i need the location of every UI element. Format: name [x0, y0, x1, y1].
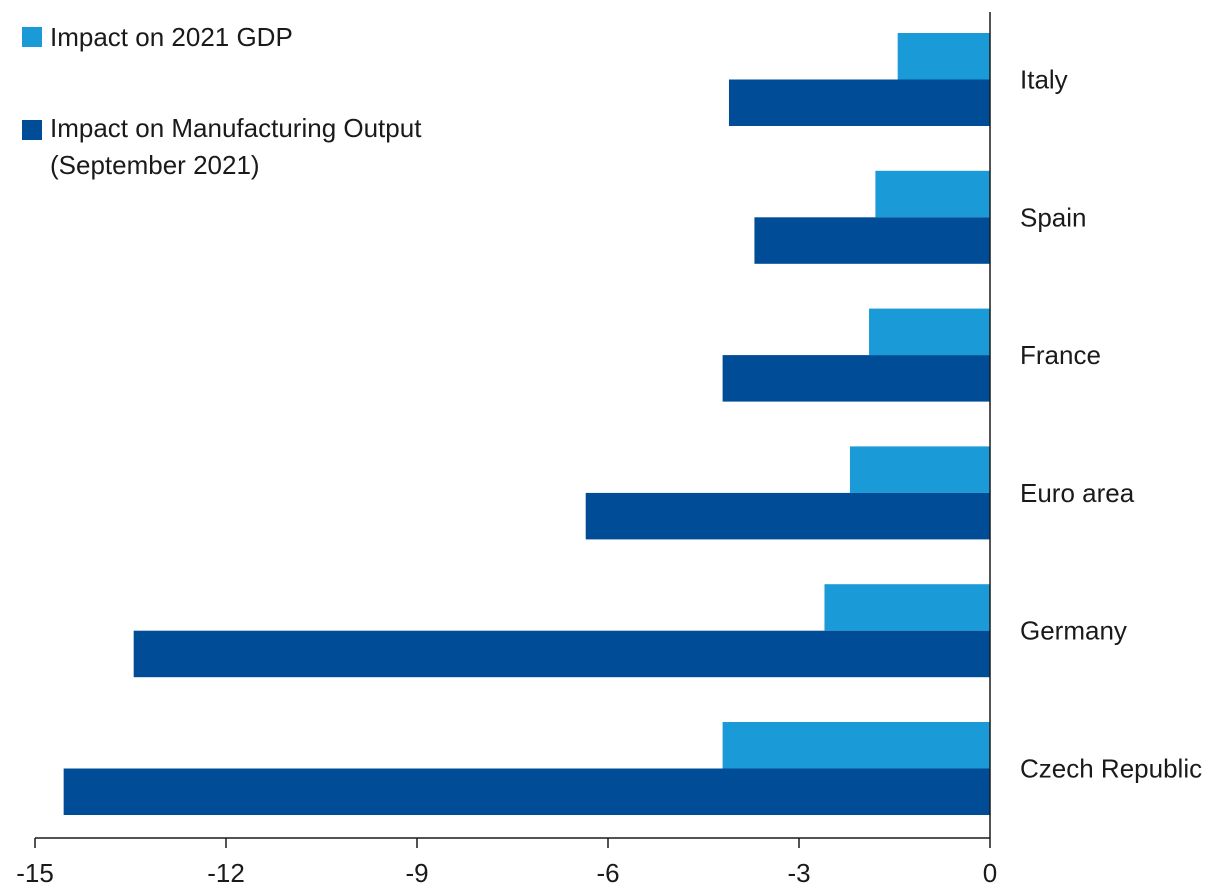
bar-france-series-2 — [722, 355, 990, 402]
x-tick-label-0: -15 — [16, 858, 54, 888]
bar-spain-series-1 — [875, 170, 990, 218]
category-label-france: France — [1020, 340, 1101, 370]
category-labels: Italy Spain France Euro area Germany Czech Re… — [1020, 65, 1202, 784]
x-tick-label-1: -12 — [207, 858, 245, 888]
legend-label-series-2-line-1: Impact on Manufacturing Output — [50, 113, 422, 143]
bars-layer — [63, 33, 990, 815]
legend-label-series-2-line-2: (September 2021) — [50, 150, 260, 180]
axes-layer — [35, 12, 991, 839]
category-label-italy: Italy — [1020, 65, 1068, 95]
category-label-euro-area: Euro area — [1020, 478, 1135, 508]
bar-germany-series-1 — [824, 584, 990, 631]
bar-france-series-1 — [869, 308, 990, 356]
legend-label-series-1: Impact on 2021 GDP — [50, 22, 293, 52]
bar-euro-area-series-2 — [585, 492, 990, 540]
x-tick-label-5: 0 — [983, 858, 997, 888]
legend-swatch-series-1 — [22, 27, 42, 47]
legend: Impact on 2021 GDP Impact on Manufacturin… — [22, 22, 422, 180]
x-tick-label-4: -3 — [787, 858, 810, 888]
bar-germany-series-2 — [133, 630, 990, 678]
category-label-czech-republic: Czech Republic — [1020, 754, 1202, 784]
x-axis-ticks: -15 -12 -9 -6 -3 0 — [16, 838, 997, 888]
bar-italy-series-1 — [897, 33, 990, 80]
bar-czech-republic-series-2 — [63, 768, 990, 815]
bar-czech-republic-series-1 — [722, 722, 990, 769]
bar-spain-series-2 — [754, 217, 990, 264]
x-tick-label-3: -6 — [596, 858, 619, 888]
legend-swatch-series-2 — [22, 120, 42, 140]
x-tick-label-2: -9 — [405, 858, 428, 888]
category-label-germany: Germany — [1020, 616, 1127, 646]
bar-italy-series-2 — [728, 79, 990, 126]
bar-euro-area-series-1 — [849, 446, 990, 493]
category-label-spain: Spain — [1020, 202, 1087, 232]
